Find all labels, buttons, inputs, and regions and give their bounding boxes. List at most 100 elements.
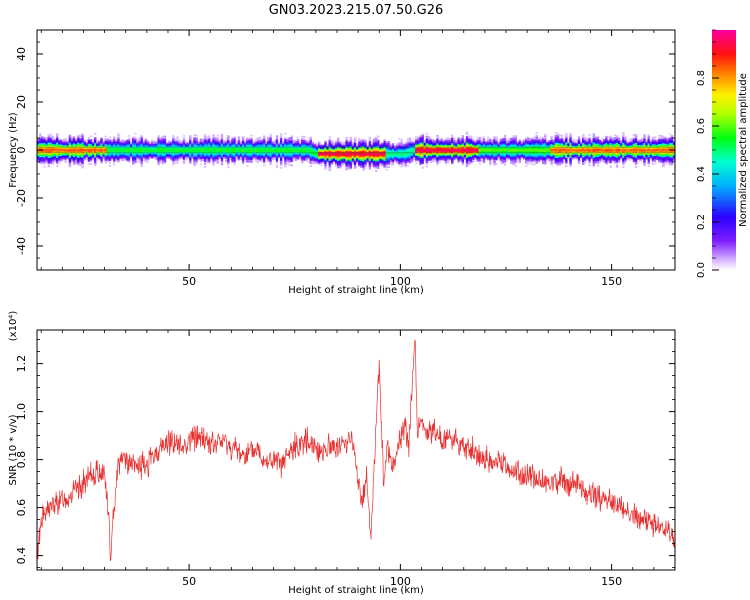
heatmap-cell — [89, 147, 93, 150]
heatmap-cell — [421, 143, 424, 146]
heatmap-cell — [434, 142, 437, 144]
heatmap-cell — [425, 138, 429, 141]
heatmap-cell — [372, 163, 376, 166]
heatmap-cell — [216, 142, 219, 145]
heatmap-cell — [455, 155, 458, 157]
heatmap-cell — [127, 158, 131, 160]
heatmap-cell — [123, 144, 127, 147]
heatmap-cell — [117, 158, 120, 161]
heatmap-cell — [415, 158, 418, 160]
heatmap-cell — [368, 155, 372, 157]
heatmap-cell — [189, 150, 192, 152]
heatmap-cell — [330, 140, 334, 142]
heatmap-cell — [400, 143, 403, 146]
heatmap-cell — [70, 148, 74, 151]
heatmap-cell — [527, 144, 530, 147]
heatmap-cell — [195, 151, 198, 154]
heatmap-cell — [402, 150, 405, 152]
heatmap-cell — [208, 144, 211, 146]
heatmap-cell — [134, 147, 137, 149]
heatmap-cell — [216, 141, 219, 143]
heatmap-cell — [493, 161, 496, 163]
heatmap-cell — [482, 161, 486, 164]
heatmap-cell — [326, 147, 329, 149]
heatmap-cell — [394, 155, 397, 157]
heatmap-cell — [189, 142, 192, 145]
heatmap-cell — [193, 137, 196, 139]
heatmap-cell — [83, 159, 86, 161]
heatmap-cell — [263, 148, 266, 151]
heatmap-cell — [138, 161, 141, 163]
heatmap-cell — [444, 148, 448, 151]
heatmap-cell — [189, 160, 192, 163]
heatmap-cell — [320, 153, 323, 155]
heatmap-cell — [203, 147, 207, 149]
heatmap-cell — [180, 142, 184, 144]
heatmap-cell — [47, 160, 50, 163]
heatmap-cell — [146, 151, 150, 153]
heatmap-cell — [446, 138, 450, 140]
heatmap-cell — [356, 145, 359, 147]
heatmap-cell — [446, 137, 450, 139]
heatmap-cell — [419, 161, 422, 164]
heatmap-cell — [288, 152, 291, 155]
heatmap-cell — [271, 144, 274, 146]
heatmap-cell — [241, 151, 245, 154]
heatmap-cell — [49, 155, 53, 158]
heatmap-cell — [324, 161, 327, 164]
heatmap-cell — [153, 155, 156, 157]
heatmap-cell — [508, 154, 511, 156]
heatmap-cell — [364, 167, 367, 170]
heatmap-cell — [550, 138, 553, 141]
heatmap-cell — [486, 156, 490, 159]
heatmap-cell — [474, 140, 477, 143]
heatmap-cell — [503, 147, 507, 149]
heatmap-cell — [400, 153, 403, 156]
heatmap-cell — [448, 146, 452, 149]
heatmap-cell — [113, 151, 116, 153]
heatmap-cell — [296, 150, 300, 152]
heatmap-cell — [531, 143, 534, 145]
heatmap-cell — [258, 150, 262, 152]
heatmap-cell — [343, 144, 346, 146]
heatmap-cell — [39, 148, 42, 151]
heatmap-cell — [72, 136, 76, 138]
heatmap-cell — [512, 156, 515, 159]
heatmap-cell — [106, 142, 110, 144]
heatmap-cell — [220, 145, 224, 148]
heatmap-cell — [233, 160, 236, 162]
heatmap-cell — [529, 140, 532, 142]
heatmap-cell — [197, 150, 200, 153]
heatmap-cell — [345, 138, 348, 141]
heatmap-cell — [60, 144, 63, 146]
heatmap-cell — [309, 140, 312, 143]
heatmap-cell — [214, 139, 217, 142]
heatmap-cell — [113, 154, 116, 156]
heatmap-cell — [206, 158, 209, 161]
heatmap-cell — [43, 150, 46, 152]
heatmap-cell — [408, 153, 412, 155]
heatmap-cell — [282, 149, 285, 151]
heatmap-cell — [305, 157, 308, 159]
heatmap-cell — [402, 161, 405, 163]
heatmap-cell — [75, 155, 78, 158]
heatmap-cell — [467, 135, 471, 138]
heatmap-cell — [508, 146, 511, 149]
heatmap-cell — [501, 140, 505, 143]
heatmap-cell — [288, 155, 291, 158]
heatmap-cell — [343, 145, 346, 147]
heatmap-cell — [516, 156, 519, 158]
heatmap-cell — [275, 142, 279, 145]
heatmap-cell — [180, 149, 184, 151]
heatmap-cell — [448, 155, 452, 157]
heatmap-cell — [271, 146, 274, 148]
heatmap-cell — [121, 159, 124, 161]
heatmap-cell — [404, 159, 407, 162]
heatmap-cell — [214, 159, 217, 161]
heatmap-cell — [461, 143, 465, 145]
heatmap-cell — [117, 157, 120, 159]
heatmap-cell — [328, 143, 331, 146]
heatmap-cell — [53, 158, 57, 160]
heatmap-cell — [341, 146, 344, 148]
heatmap-cell — [153, 147, 156, 149]
